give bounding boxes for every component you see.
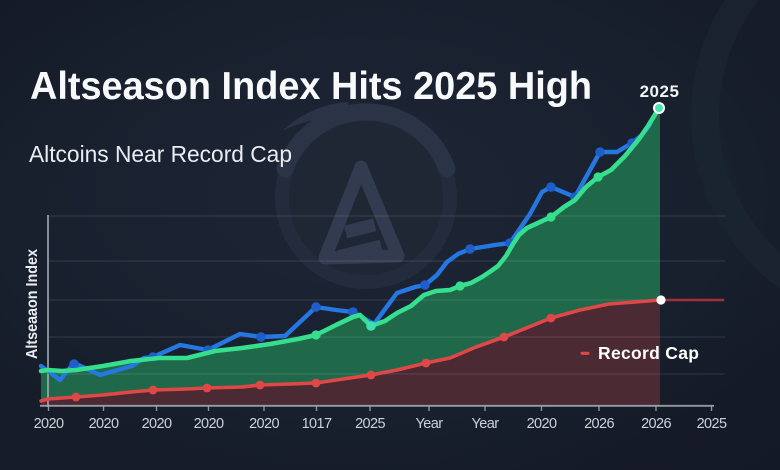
svg-text:2026: 2026 <box>641 416 671 432</box>
svg-text:2020: 2020 <box>249 416 279 432</box>
svg-text:1017: 1017 <box>302 416 332 432</box>
svg-text:Year: Year <box>416 416 444 432</box>
svg-text:2025: 2025 <box>697 416 727 432</box>
svg-text:Altseason Index Hits 2025 High: Altseason Index Hits 2025 High <box>30 65 592 108</box>
svg-text:2026: 2026 <box>584 416 614 432</box>
svg-text:Year: Year <box>472 416 500 432</box>
svg-text:2020: 2020 <box>142 416 172 432</box>
svg-text:2025: 2025 <box>355 416 385 432</box>
svg-text:2025: 2025 <box>640 82 680 101</box>
svg-text:Record Cap: Record Cap <box>598 343 699 363</box>
svg-text:Altcoins Near Record Cap: Altcoins Near Record Cap <box>29 141 292 167</box>
svg-text:2020: 2020 <box>527 416 557 432</box>
svg-text:2020: 2020 <box>89 416 119 432</box>
svg-text:2020: 2020 <box>194 416 224 432</box>
svg-text:Altseaaon Index: Altseaaon Index <box>24 249 41 359</box>
svg-text:2020: 2020 <box>34 416 64 432</box>
